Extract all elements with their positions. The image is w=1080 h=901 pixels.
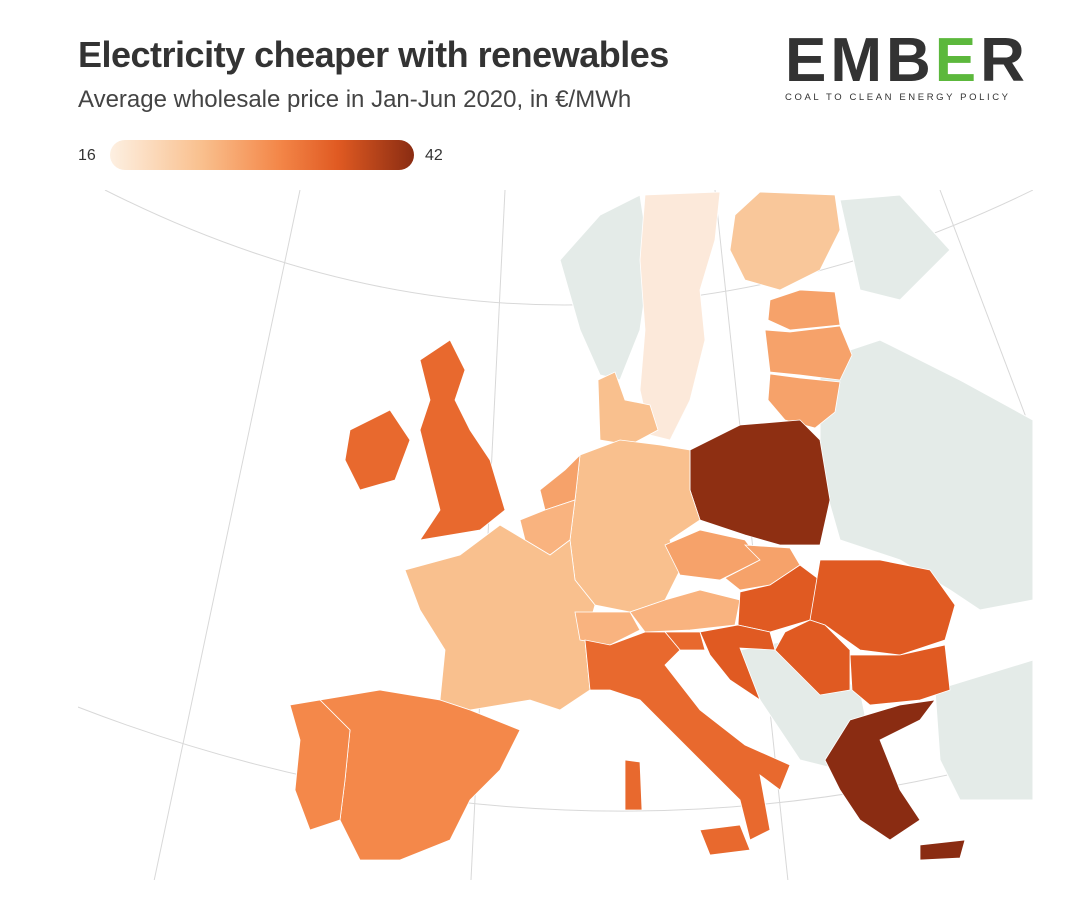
region-rs: [774, 619, 851, 696]
region-bg: [849, 644, 951, 706]
region-gb: [419, 339, 506, 541]
logo-tagline: COAL TO CLEAN ENERGY POLICY: [785, 92, 1011, 103]
region-hr: [699, 624, 776, 702]
legend-max-label: 42: [425, 147, 443, 164]
logo-text-end: R: [980, 26, 1029, 95]
region-pl: [689, 419, 831, 546]
legend-min-label: 16: [78, 147, 96, 164]
logo-accent-letter: E: [934, 26, 981, 95]
region-es: [319, 689, 521, 861]
ember-logo: EMBER COAL TO CLEAN ENERGY POLICY: [785, 30, 1025, 105]
no-data-land: [559, 194, 1033, 801]
chart-subtitle: Average wholesale price in Jan-Jun 2020,…: [78, 86, 632, 113]
region-lv: [764, 325, 853, 381]
chart-title: Electricity cheaper with renewables: [78, 34, 669, 75]
region-se: [639, 191, 721, 441]
region-dk: [597, 371, 659, 446]
region-sk: [724, 544, 801, 591]
europe-choropleth-map: [78, 190, 1033, 880]
legend-color-scale: [110, 140, 414, 170]
region-it: [584, 631, 791, 856]
region-lt: [767, 373, 841, 429]
region-ch: [574, 611, 641, 646]
region-pt: [289, 699, 351, 831]
region-nl: [539, 453, 581, 511]
region-ee: [767, 289, 841, 331]
region-gr: [824, 699, 966, 861]
region-ie: [344, 409, 411, 491]
country-regions: [289, 191, 966, 861]
region-fi: [729, 191, 841, 291]
region-de: [569, 439, 701, 613]
region-fr: [404, 524, 596, 711]
logo-text: EMB: [785, 26, 935, 95]
